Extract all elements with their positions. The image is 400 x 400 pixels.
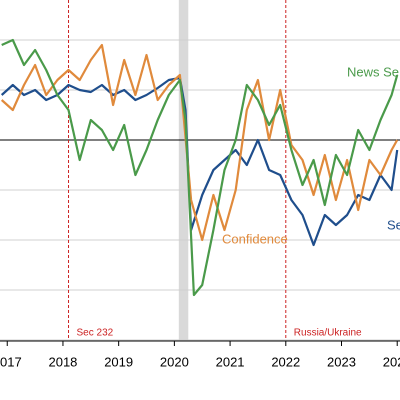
x-tick-label: 2023 — [327, 354, 356, 369]
series-line — [0, 43, 399, 242]
series-label: Se — [387, 217, 400, 232]
event-label: Sec 232 — [77, 328, 114, 339]
x-tick-label: 2022 — [271, 354, 300, 369]
x-tick-label: 2017 — [0, 354, 22, 369]
x-tick-label: 2021 — [216, 354, 245, 369]
series-label: Confidence — [222, 231, 288, 246]
x-tick-label: 2019 — [104, 354, 133, 369]
shaded-band — [178, 0, 189, 340]
x-tick-label: 2018 — [48, 354, 77, 369]
series-line — [0, 76, 399, 247]
x-tick-label: 2024 — [383, 354, 400, 369]
series-line — [1, 38, 399, 297]
series-label: News Se — [347, 64, 399, 79]
x-tick-label: 2020 — [160, 354, 189, 369]
event-label: Russia/Ukraine — [294, 328, 362, 339]
